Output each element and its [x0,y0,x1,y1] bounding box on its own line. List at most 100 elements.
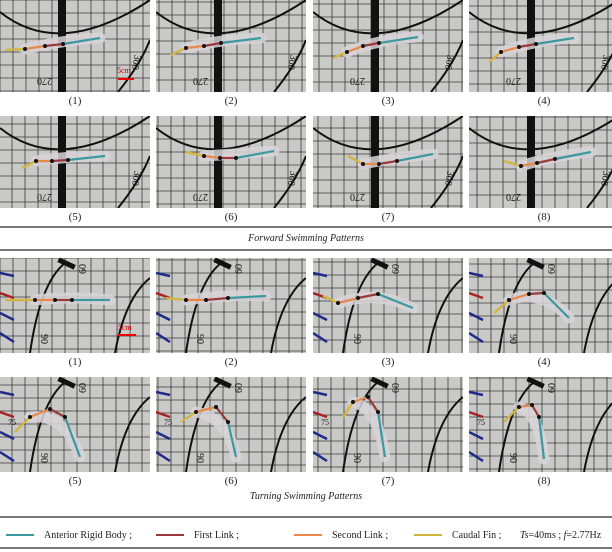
joint-dot [517,45,521,49]
first-link-segment [378,159,398,166]
frame-photo: 90 60 75 [469,377,612,472]
joint-dot [50,159,54,163]
joint-dot [377,41,381,45]
joint-dot [234,156,238,160]
caudal-fin-segment [332,50,348,60]
tick-mark [313,430,328,441]
angle-label: 270 [37,191,52,202]
protractor-arc [270,277,306,353]
joint-dot [519,164,523,168]
tick-mark [313,271,328,278]
frame-photo: 270 300 [0,116,150,208]
joint-dot [66,158,70,162]
tick-mark [0,271,15,278]
second-link-segment [29,407,51,419]
tick-mark [156,331,171,344]
forward-frame-8: 270 300 [469,116,612,208]
protractor-arc [586,168,612,208]
frame-label: (7) [381,475,395,487]
scale-bar [118,334,136,336]
anterior-body-segment [377,292,414,310]
protractor-arc [427,396,463,472]
joint-dot [361,44,365,48]
angle-label: 300 [285,54,298,71]
first-link-segment [203,41,222,48]
frame-photo: 270 300 [469,0,612,92]
divider [0,249,612,251]
angle-label: 270 [193,191,208,202]
photo-background [469,258,612,353]
caudal-fin-segment [503,159,522,168]
caudal-fin-segment [493,299,510,314]
angle-label: 300 [442,170,455,187]
second-link-segment [518,403,533,409]
legend-anterior: Anterior Rigid Body ; [0,530,150,541]
angle-label: 270 [506,75,521,86]
protractor-arc [117,39,150,92]
legend-label: Second Link ; [332,529,389,541]
f-label: f [563,529,567,541]
protractor-arc [469,3,612,35]
joint-dot [356,296,360,300]
tick-mark [469,430,484,441]
caudal-fin-segment [185,150,205,158]
anterior-body-segment [535,36,575,46]
joint-dot [336,301,340,305]
second-link-segment [203,154,221,160]
second-link-segment [346,44,364,54]
divider [0,226,612,228]
joint-dot [184,298,188,302]
angle-label: 60 [547,264,558,274]
anterior-body-segment [543,292,570,319]
protractor-arc [430,155,463,208]
protractor-arc [313,116,463,151]
forward-frame-4: 270 300 [469,0,612,92]
joint-dot [535,161,539,165]
protractor-arc [156,0,306,35]
anterior-body-segment [235,149,275,160]
tick-mark [313,331,328,344]
frame-label: (1) [68,356,82,368]
joint-dot [43,44,47,48]
caudal-fin-segment [347,155,364,165]
joint-dot [226,420,230,424]
frame-label: (6) [224,475,238,487]
angle-label: 300 [598,54,611,71]
tick-mark [156,410,171,419]
tick-mark [156,430,171,441]
joint-dot [202,44,206,48]
protractor-arc [117,155,150,208]
protractor-arc [583,283,612,353]
angle-label: 270 [350,75,365,86]
tick-mark [0,390,15,397]
tick-mark [469,271,484,278]
anterior-body-segment [227,294,267,300]
angle-label: 60 [391,264,402,274]
caudal-fin-segment [170,47,187,56]
angle-label: 75 [8,418,16,427]
protractor-arc [270,396,306,472]
tick-mark [156,311,171,322]
joint-dot [61,42,65,46]
second-link-segment [195,405,217,414]
ts-label: Ts [520,529,529,541]
angle-label: 75 [477,418,485,427]
first-link-segment [367,396,379,413]
joint-dot [218,156,222,160]
protractor-arc [114,277,150,353]
legend-params: Ts =40ms ; f =2.77Hz [520,530,601,541]
second-link-segment [352,395,369,404]
anterior-body-segment [378,35,419,45]
second-link-segment [508,292,530,302]
caudal-fin-segment [4,47,26,52]
legend: Anterior Rigid Body ; First Link ; Secon… [0,527,612,543]
black-bar [214,116,222,208]
legend-first-link: First Link ; [150,530,288,541]
anterior-body-segment [537,416,546,460]
joint-dot [537,415,541,419]
angle-label: 300 [442,54,455,71]
frame-label: (7) [381,211,395,223]
joint-dot [499,50,503,54]
angle-label: 270 [193,75,208,86]
frame-label: (2) [224,95,238,107]
